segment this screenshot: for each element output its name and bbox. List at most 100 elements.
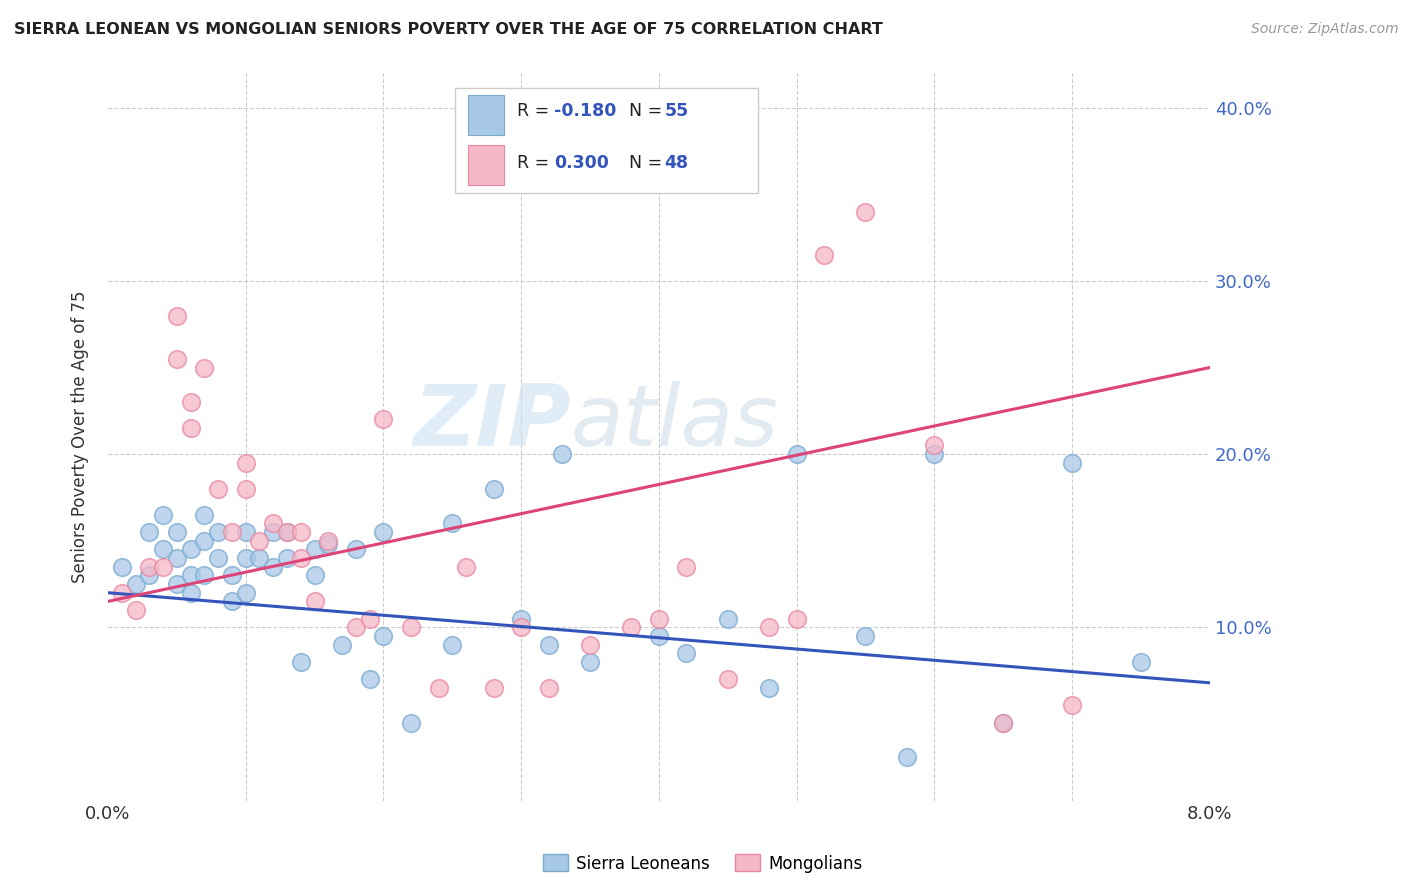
Point: [235, 482, 257, 496]
Point: [180, 395, 202, 409]
Point: [304, 568, 326, 582]
Point: [786, 612, 808, 626]
Y-axis label: Seniors Poverty Over the Age of 75: Seniors Poverty Over the Age of 75: [72, 291, 89, 583]
Point: [359, 612, 381, 626]
Point: [111, 585, 134, 599]
Point: [399, 715, 422, 730]
Point: [344, 620, 367, 634]
Point: [235, 585, 257, 599]
Text: atlas: atlas: [571, 381, 779, 464]
Point: [510, 620, 533, 634]
Point: [290, 655, 312, 669]
Point: [124, 577, 146, 591]
Text: N =: N =: [628, 102, 668, 120]
Point: [138, 568, 160, 582]
Point: [235, 525, 257, 540]
Point: [1129, 655, 1152, 669]
Point: [193, 533, 215, 548]
Point: [221, 594, 243, 608]
Point: [441, 516, 464, 531]
Point: [166, 351, 188, 366]
Point: [318, 537, 340, 551]
Text: ZIP: ZIP: [413, 381, 571, 464]
Point: [758, 681, 780, 695]
Point: [441, 638, 464, 652]
Point: [124, 603, 146, 617]
Point: [262, 559, 284, 574]
Point: [373, 525, 395, 540]
Point: [896, 750, 918, 764]
Point: [373, 629, 395, 643]
Point: [180, 585, 202, 599]
Legend: Sierra Leoneans, Mongolians: Sierra Leoneans, Mongolians: [537, 847, 869, 880]
Point: [221, 525, 243, 540]
Text: 0.300: 0.300: [554, 154, 609, 172]
Point: [249, 551, 271, 566]
Point: [482, 681, 505, 695]
Point: [290, 551, 312, 566]
Point: [991, 715, 1014, 730]
Point: [758, 620, 780, 634]
Point: [235, 551, 257, 566]
FancyBboxPatch shape: [456, 87, 758, 193]
Text: Source: ZipAtlas.com: Source: ZipAtlas.com: [1251, 22, 1399, 37]
Point: [180, 421, 202, 435]
Point: [193, 508, 215, 522]
Point: [138, 559, 160, 574]
Point: [924, 447, 946, 461]
Point: [207, 482, 229, 496]
Point: [717, 612, 740, 626]
Point: [427, 681, 450, 695]
Point: [166, 309, 188, 323]
Point: [991, 715, 1014, 730]
Point: [454, 559, 477, 574]
Point: [1060, 456, 1083, 470]
Point: [152, 508, 174, 522]
Point: [304, 542, 326, 557]
Point: [262, 516, 284, 531]
Point: [537, 681, 560, 695]
Point: [276, 551, 298, 566]
Point: [924, 438, 946, 452]
Point: [207, 551, 229, 566]
Point: [359, 673, 381, 687]
Point: [510, 612, 533, 626]
Point: [111, 559, 134, 574]
Point: [249, 533, 271, 548]
Text: R =: R =: [517, 154, 554, 172]
Point: [855, 629, 877, 643]
Point: [675, 559, 697, 574]
Point: [152, 542, 174, 557]
Point: [620, 620, 643, 634]
Point: [579, 655, 602, 669]
Point: [648, 612, 671, 626]
Point: [193, 568, 215, 582]
Point: [276, 525, 298, 540]
Point: [166, 577, 188, 591]
Point: [152, 559, 174, 574]
Point: [551, 447, 574, 461]
Point: [221, 568, 243, 582]
FancyBboxPatch shape: [468, 145, 503, 185]
Point: [180, 568, 202, 582]
Point: [180, 542, 202, 557]
Point: [675, 646, 697, 660]
Point: [786, 447, 808, 461]
Point: [330, 638, 353, 652]
Point: [1060, 698, 1083, 713]
Point: [717, 673, 740, 687]
Point: [138, 525, 160, 540]
Point: [373, 412, 395, 426]
Point: [482, 482, 505, 496]
Point: [855, 204, 877, 219]
Point: [166, 525, 188, 540]
Text: N =: N =: [628, 154, 668, 172]
Point: [344, 542, 367, 557]
Text: -0.180: -0.180: [554, 102, 617, 120]
Point: [318, 533, 340, 548]
Point: [235, 456, 257, 470]
Point: [207, 525, 229, 540]
Point: [276, 525, 298, 540]
Text: 55: 55: [665, 102, 689, 120]
Point: [579, 638, 602, 652]
